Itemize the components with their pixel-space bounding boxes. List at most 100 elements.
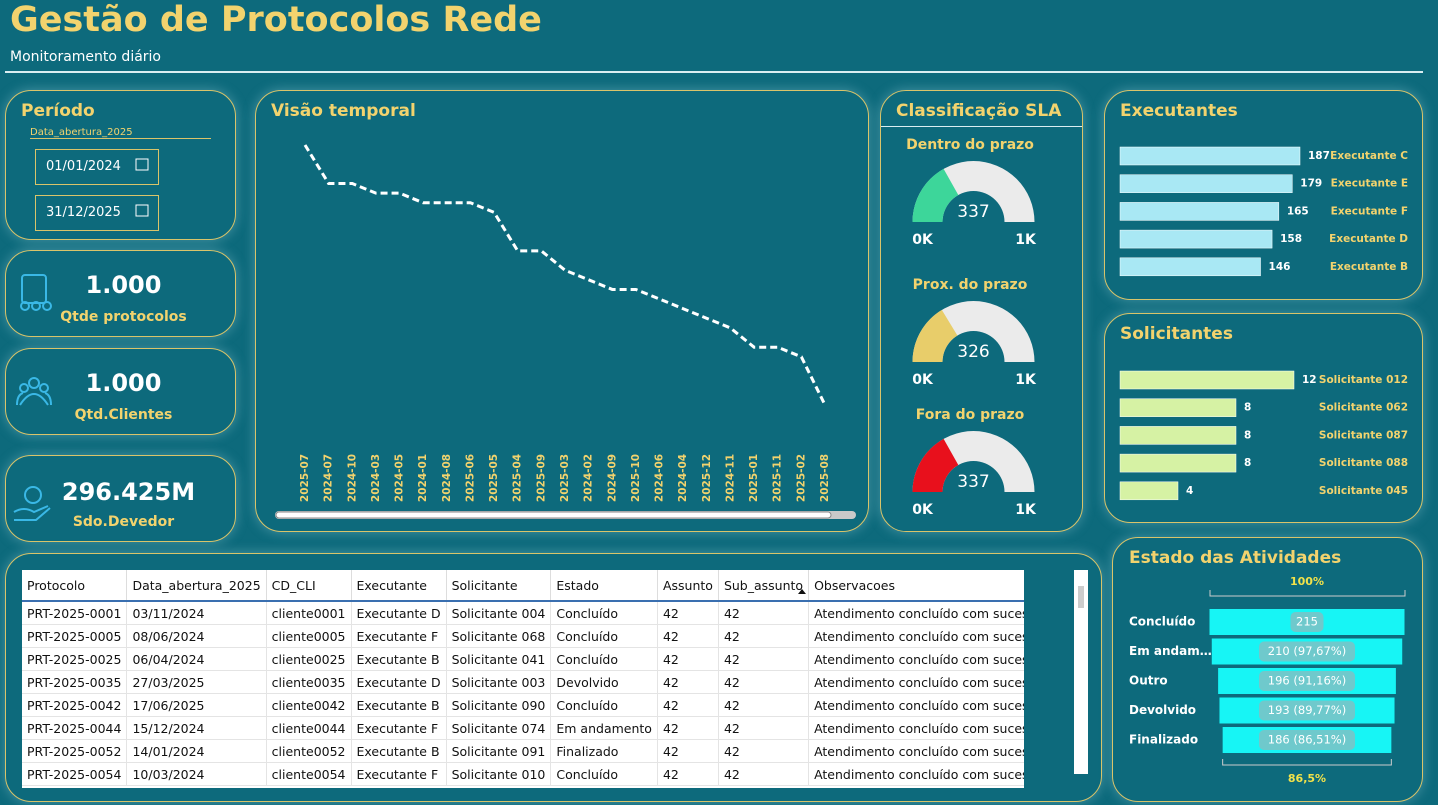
funnel-top-label: 100% [1290, 575, 1324, 588]
x-tick-label: 2024-11 [724, 454, 736, 502]
table-cell: Atendimento concluído com sucesso. [808, 601, 1024, 625]
bar-value-label: 179 [1300, 178, 1322, 190]
funnel-category-label: Outro [1129, 674, 1168, 688]
kpi-card: 296.425M Sdo.Devedor [5, 455, 236, 542]
table-cell: Solicitante 074 [446, 716, 552, 740]
table-cell: Em andamento [550, 716, 658, 740]
bar-category-label: Executante D [1329, 233, 1408, 245]
x-tick-label: 2025-06 [464, 454, 476, 502]
funnel-bottom-label: 86,5% [1288, 772, 1326, 785]
page-title: Gestão de Protocolos Rede [10, 0, 542, 40]
kpi-value: 296.425M [61, 478, 196, 506]
column-header: Solicitante [446, 570, 552, 602]
table-cell: 15/12/2024 [126, 716, 267, 740]
card-title: Executantes [1120, 101, 1238, 121]
gauge-max-label: 1K [1015, 372, 1037, 388]
table-cell: Devolvido [550, 670, 658, 694]
executantes-card: Executantes [1104, 90, 1423, 300]
bar-category-label: Executante F [1331, 205, 1408, 217]
gauge-value-label: 337 [957, 202, 989, 222]
kpi-icon [20, 274, 52, 311]
field-label: Data_abertura_2025 [30, 127, 211, 139]
funnel-bracket [1209, 590, 1406, 597]
table-cell: cliente0035 [266, 670, 352, 694]
bar-category-label: Solicitante 087 [1319, 429, 1408, 441]
column-header: Protocolo [22, 570, 128, 602]
x-tick-label: 2024-09 [606, 454, 618, 502]
bar [1119, 257, 1261, 277]
gauge-title: Prox. do prazo [913, 277, 1028, 293]
bar-category-label: Solicitante 045 [1319, 485, 1408, 497]
x-tick-label: 2025-10 [630, 454, 642, 502]
table-scroll-thumb[interactable] [1078, 586, 1084, 608]
card-title: Solicitantes [1120, 324, 1233, 344]
table-cell: Finalizado [550, 739, 658, 763]
period-card: Período Data_abertura_2025 01/01/2024 31… [5, 90, 236, 240]
kpi-label: Sdo.Devedor [72, 514, 175, 530]
table-cell: PRT-2025-0025 [22, 647, 128, 671]
x-tick-label: 2025-11 [772, 454, 784, 502]
end-date[interactable]: 31/12/2025 [35, 195, 159, 231]
start-date[interactable]: 01/01/2024 [35, 149, 159, 185]
gauge-value [912, 309, 958, 362]
column-header: Estado [550, 570, 658, 602]
table-cell: PRT-2025-0054 [22, 762, 128, 786]
kpi-value: 1.000 [85, 369, 162, 397]
column-header: Observacoes [808, 570, 1024, 602]
kpi-icon [13, 486, 51, 521]
gauge-min-label: 0K [912, 232, 934, 248]
table-scrollbar[interactable] [1074, 570, 1088, 774]
table-cell: PRT-2025-0001 [22, 601, 128, 625]
x-tick-label: 2024-02 [583, 454, 595, 502]
bar-value-label: 187 [1308, 150, 1330, 162]
bar [1119, 174, 1293, 193]
card-title: Período [21, 101, 95, 121]
table-cell: 03/11/2024 [126, 601, 267, 625]
table-cell: 42 [657, 739, 719, 763]
bar [1119, 146, 1301, 166]
column-header: Sub_assunto [718, 570, 810, 602]
bar-value-label: 12 [1302, 374, 1317, 386]
column-header: CD_CLI [266, 570, 352, 602]
x-tick-label: 2024-10 [346, 454, 358, 502]
line [303, 144, 827, 406]
table-cell: Executante B [351, 647, 447, 671]
table-cell: Executante F [351, 624, 447, 648]
table-cell: cliente0052 [266, 739, 352, 763]
gauge-value [912, 168, 959, 222]
value-pill [1259, 641, 1355, 662]
table-row: PRT-2025-0042 17/06/2025 cliente0042 Execut… [22, 693, 1024, 717]
table-cell: Solicitante 003 [446, 670, 552, 694]
x-tick-label: 2024-04 [677, 454, 689, 502]
x-tick-label: 2024-07 [323, 454, 335, 502]
x-tick-label: 2024-05 [394, 454, 406, 502]
bar-value-label: 158 [1280, 233, 1302, 245]
table-row: PRT-2025-0001 03/11/2024 cliente0001 Execut… [22, 601, 1024, 625]
table-cell: 42 [718, 670, 810, 694]
funnel-category-label: Finalizado [1129, 733, 1198, 747]
table-cell: Solicitante 041 [446, 647, 552, 671]
table-cell: Solicitante 090 [446, 693, 552, 717]
table-cell: PRT-2025-0044 [22, 716, 128, 740]
bar-value-label: 8 [1244, 457, 1251, 469]
bar-value-label: 8 [1244, 429, 1251, 441]
table-row: PRT-2025-0035 27/03/2025 cliente0035 Execut… [22, 670, 1024, 694]
table-cell: Concluído [550, 762, 658, 786]
table-row: PRT-2025-0052 14/01/2024 cliente0052 Execut… [22, 739, 1024, 763]
table-cell: 42 [657, 693, 719, 717]
scrollbar-thumb[interactable] [275, 511, 832, 519]
bar [1119, 481, 1179, 501]
gauge-min-label: 0K [912, 372, 934, 388]
table-cell: Executante B [351, 693, 447, 717]
gauge-max-label: 1K [1015, 502, 1037, 518]
table-cell: 42 [718, 624, 810, 648]
solicitantes-card: Solicitantes [1104, 313, 1423, 523]
table-row: PRT-2025-0054 10/03/2024 cliente0054 Execut… [22, 762, 1024, 786]
table-row: PRT-2025-0025 06/04/2024 cliente0025 Execut… [22, 647, 1024, 671]
gauge-value [912, 438, 959, 492]
bar [1119, 426, 1237, 445]
bar [1119, 202, 1280, 221]
timeline-card: Visão temporal [255, 90, 869, 532]
table-cell: Concluído [550, 624, 658, 648]
table-cell: cliente0001 [266, 601, 352, 625]
